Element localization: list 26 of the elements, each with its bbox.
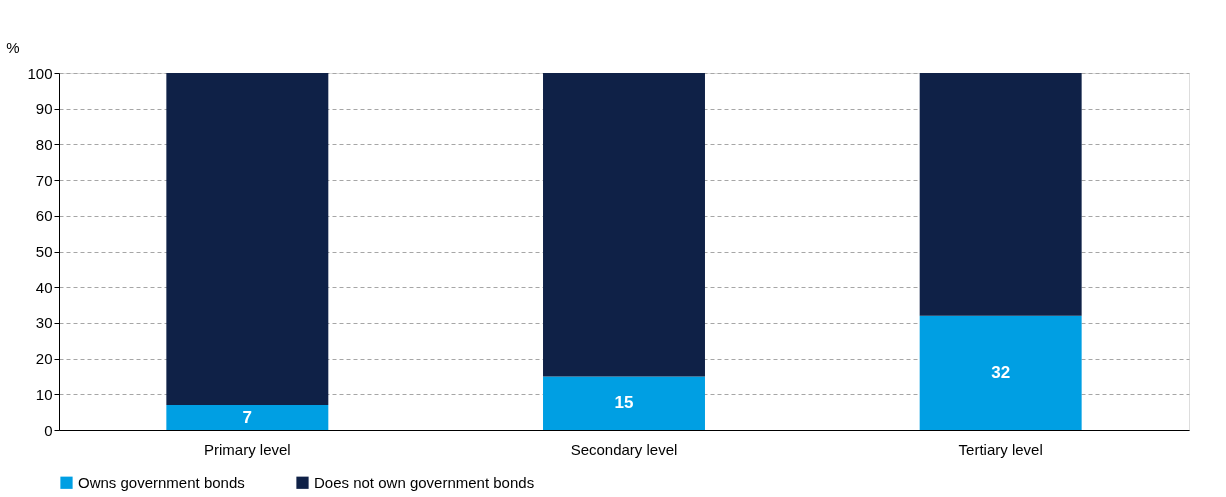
y-axis-title: % xyxy=(6,38,20,56)
bar xyxy=(543,73,705,377)
y-tick-label: 60 xyxy=(35,207,53,225)
bar xyxy=(543,376,705,430)
data-label: 32 xyxy=(991,362,1011,382)
data-label: 15 xyxy=(614,393,634,413)
legend-label: Does not own government bonds xyxy=(314,473,535,491)
x-tick-label: Primary level xyxy=(203,440,291,458)
bar xyxy=(166,405,329,430)
y-tick-label: 50 xyxy=(35,243,53,260)
y-tick-label: 0 xyxy=(44,421,53,439)
bar xyxy=(166,73,329,406)
y-tick-label: 20 xyxy=(35,350,53,368)
y-tick-label: 10 xyxy=(35,385,53,403)
x-tick-label: Tertiary level xyxy=(958,440,1043,458)
bar xyxy=(919,73,1082,316)
y-tick-label: 40 xyxy=(35,278,53,296)
y-tick-label: 30 xyxy=(35,314,53,332)
y-tick-label: 70 xyxy=(35,171,53,189)
x-tick-label: Secondary level xyxy=(570,440,678,458)
data-label: 7 xyxy=(242,407,253,427)
y-tick-label: 90 xyxy=(35,100,53,118)
legend-label: Owns government bonds xyxy=(78,473,245,491)
y-tick-label: 100 xyxy=(27,64,53,82)
y-tick-label: 80 xyxy=(35,135,53,153)
bar xyxy=(919,315,1082,430)
